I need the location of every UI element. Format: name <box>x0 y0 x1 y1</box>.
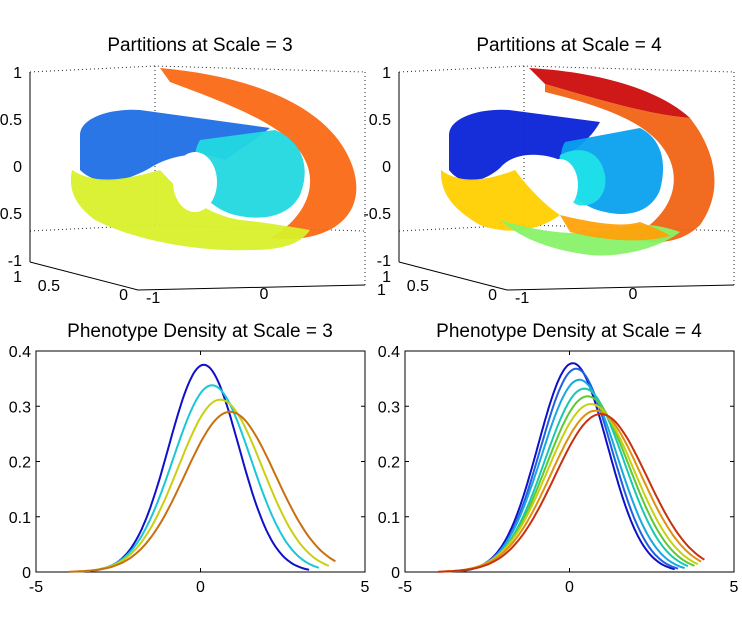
panel-density-scale4: Phenotype Density at Scale = 4 0 0.1 0.2 0.… <box>378 321 739 596</box>
panel2-ticks: 1 0.5 0 -0.5 -1 1 0.5 0 -1 0 <box>363 65 637 307</box>
density-curve <box>460 367 679 572</box>
panel2-ztick: 1 <box>382 65 391 82</box>
panel2-y-axis <box>398 261 508 291</box>
partition-cyan <box>194 130 305 218</box>
plot-frame <box>404 350 735 573</box>
panel1-ztick: 1 <box>13 65 22 82</box>
panel1-ticks: 1 0.5 0 -0.5 -1 1 0.5 0 -1 0 1 <box>0 65 386 307</box>
panel-3d-scale4: Partitions at Scale = 4 1 0.5 0 <box>363 35 735 307</box>
partition-yellow <box>440 170 560 231</box>
panel1-back-edge-top <box>29 65 366 73</box>
panel2-x-axis <box>506 284 735 291</box>
panel-density-scale3: Phenotype Density at Scale = 3 0 0.1 0.2 0.… <box>9 321 370 596</box>
panel2-ztick: -1 <box>377 253 391 270</box>
ytick-label: 0.2 <box>9 455 31 472</box>
partition-amber <box>560 215 670 241</box>
panel4-title: Phenotype Density at Scale = 4 <box>436 321 702 342</box>
panel2-title: Partitions at Scale = 4 <box>476 35 662 56</box>
partition-orange-band <box>160 68 357 240</box>
panel2-ytick: 0.5 <box>407 278 429 295</box>
xtick-label: 0 <box>565 579 574 596</box>
center-hole <box>542 159 578 211</box>
panel2-xtick: -1 <box>515 290 529 307</box>
panel2-ztick: -0.5 <box>363 206 391 223</box>
xtick-label: -5 <box>398 579 412 596</box>
panel1-x-axis <box>137 284 366 291</box>
xtick-label: 5 <box>730 579 739 596</box>
partition-orange <box>545 84 715 243</box>
ytick-label: 0.4 <box>378 344 400 361</box>
panel1-y-axis <box>29 261 139 291</box>
panel1-ytick: 0 <box>119 287 128 304</box>
panel3-title: Phenotype Density at Scale = 3 <box>67 321 333 342</box>
panel2-ztick: 0.5 <box>369 112 391 129</box>
plot-frame <box>35 350 366 573</box>
panel2-ytick: 1 <box>382 269 391 286</box>
ytick-label: 0.4 <box>9 344 31 361</box>
density-curve <box>457 378 685 572</box>
panel2-ytick: 0 <box>488 287 497 304</box>
ytick-label: 0 <box>391 565 400 582</box>
panel1-ztick: -1 <box>8 253 22 270</box>
density-curve <box>437 412 705 573</box>
density-curve <box>78 398 330 573</box>
xtick-label: 0 <box>196 579 205 596</box>
ytick-label: 0.3 <box>378 399 400 416</box>
ytick-label: 0.1 <box>9 510 31 527</box>
partition-darkblue <box>449 109 600 182</box>
panel1-points <box>70 68 357 251</box>
partition-blue <box>80 109 270 182</box>
density-curve <box>68 410 336 573</box>
panel1-xtick: 0 <box>260 286 269 303</box>
ytick-label: 0.3 <box>9 399 31 416</box>
panel1-ztick: -0.5 <box>0 206 22 223</box>
panel1-title: Partitions at Scale = 3 <box>107 35 292 56</box>
density-curve <box>441 409 702 573</box>
density-curve <box>85 384 320 573</box>
panel1-ztick: 0 <box>13 159 22 176</box>
ytick-label: 0.1 <box>378 510 400 527</box>
xtick-label: 5 <box>361 579 370 596</box>
panel2-xtick: 0 <box>629 286 638 303</box>
ytick-label: 0 <box>22 565 31 582</box>
panel2-points <box>440 68 715 256</box>
ytick-label: 0.2 <box>378 455 400 472</box>
panel1-ztick: 0.5 <box>0 112 22 129</box>
panel1-ytick: 1 <box>13 269 22 286</box>
density-curve <box>451 395 695 573</box>
density-curve <box>95 363 310 572</box>
xtick-label: -5 <box>29 579 43 596</box>
panel1-xtick: 1 <box>377 282 386 299</box>
panel1-xtick: -1 <box>146 290 160 307</box>
panel2-ztick: 0 <box>382 159 391 176</box>
density-curve <box>464 362 676 572</box>
center-hole <box>173 152 217 212</box>
panel1-ytick: 0.5 <box>38 278 60 295</box>
panel-3d-scale3: Partitions at Scale = 3 1 0.5 0 <box>0 35 386 307</box>
partition-red <box>529 68 690 118</box>
panel2-back-edge-top <box>398 65 735 73</box>
